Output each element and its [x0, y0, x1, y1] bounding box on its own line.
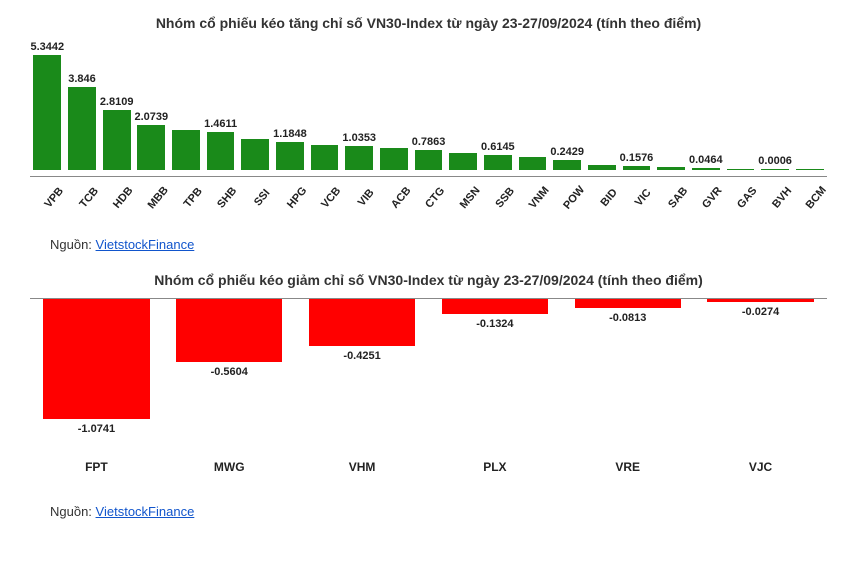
- source-link[interactable]: VietstockFinance: [96, 237, 195, 252]
- bar-col: 0.7863: [411, 136, 446, 170]
- bar-rect: [442, 299, 548, 314]
- bar-value-label: 1.4611: [204, 118, 237, 132]
- bar-rect: [707, 299, 813, 302]
- bar-col: 5.3442: [30, 41, 65, 170]
- source-link[interactable]: VietstockFinance: [96, 504, 195, 519]
- bar-col: 0.0464: [688, 154, 723, 170]
- bar-value-label: 1.0353: [342, 132, 376, 146]
- bar-col: [238, 125, 273, 170]
- bar-value-label: -0.1324: [476, 318, 513, 330]
- bar-rect: [33, 55, 61, 170]
- bar-value-label: -0.5604: [211, 366, 248, 378]
- bar-value-label: 3.846: [68, 73, 96, 87]
- bar-col: [377, 134, 412, 170]
- bar-category-label: FPT: [30, 456, 163, 474]
- bar-col: [792, 155, 827, 170]
- bar-col: -0.4251: [296, 299, 429, 362]
- bar-value-label: 2.0739: [134, 111, 168, 125]
- bar-rect: [137, 125, 165, 170]
- bar-rect: [103, 110, 131, 170]
- bar-value-label: 0.6145: [481, 141, 515, 155]
- bar-value-label: -0.0813: [609, 312, 646, 324]
- bar-rect: [241, 139, 269, 170]
- positive-chart: Nhóm cổ phiếu kéo tăng chỉ số VN30-Index…: [30, 15, 827, 252]
- bar-value-label: -1.0741: [78, 423, 115, 435]
- bar-col: 1.4611: [203, 118, 238, 170]
- bar-rect: [172, 130, 200, 170]
- bar-rect: [68, 87, 96, 170]
- bar-col: 1.0353: [342, 132, 377, 170]
- bar-col: -1.0741: [30, 299, 163, 435]
- bar-col: 2.0739: [134, 111, 169, 170]
- negative-labels-row: FPTMWGVHMPLXVREVJC: [30, 456, 827, 474]
- bar-rect: [207, 132, 235, 170]
- bar-col: 3.846: [65, 73, 100, 170]
- bar-rect: [484, 155, 512, 170]
- bar-rect: [345, 146, 373, 170]
- bar-rect: [311, 145, 339, 170]
- bar-category-label: MWG: [163, 456, 296, 474]
- bar-rect: [276, 142, 304, 170]
- bar-rect: [380, 148, 408, 170]
- bar-col: -0.0274: [694, 299, 827, 318]
- bar-category-label: VHM: [296, 456, 429, 474]
- bar-value-label: -0.0274: [742, 306, 779, 318]
- bar-col: 1.1848: [273, 128, 308, 170]
- bar-category-label: VRE: [561, 456, 694, 474]
- bar-col: 0.6145: [481, 141, 516, 170]
- bar-col: 0.1576: [619, 152, 654, 170]
- bar-category-label: PLX: [428, 456, 561, 474]
- bar-col: [723, 155, 758, 170]
- negative-bars-row: -1.0741 -0.5604 -0.4251 -0.1324 -0.0813 -0.02…: [30, 298, 827, 438]
- bar-col: 0.2429: [550, 146, 585, 170]
- positive-labels-row: VPBTCBHDBMBBTPBSHBSSIHPGVCBVIBACBCTGMSNS…: [30, 176, 827, 207]
- bar-col: [446, 139, 481, 170]
- bar-rect: [43, 299, 149, 419]
- bar-col: -0.1324: [428, 299, 561, 330]
- bar-value-label: 5.3442: [31, 41, 65, 55]
- bar-value-label: 0.0464: [689, 154, 723, 168]
- bar-value-label: 0.2429: [550, 146, 584, 160]
- bar-rect: [519, 157, 547, 170]
- negative-chart: Nhóm cổ phiếu kéo giảm chỉ số VN30-Index…: [30, 272, 827, 519]
- positive-source: Nguồn: VietstockFinance: [50, 237, 827, 252]
- bar-value-label: 0.0006: [758, 155, 792, 169]
- bar-col: -0.5604: [163, 299, 296, 378]
- bar-col: [515, 143, 550, 170]
- source-label: Nguồn:: [50, 237, 92, 252]
- positive-chart-title: Nhóm cổ phiếu kéo tăng chỉ số VN30-Index…: [30, 15, 827, 31]
- bar-value-label: 1.1848: [273, 128, 307, 142]
- bar-col: 2.8109: [99, 96, 134, 170]
- positive-chart-area: 5.3442 3.846 2.81092.0739 1.4611 1.1848 1.035…: [30, 41, 827, 207]
- source-label: Nguồn:: [50, 504, 92, 519]
- bar-rect: [575, 299, 681, 308]
- bar-category-label: BCM: [787, 169, 832, 215]
- negative-source: Nguồn: VietstockFinance: [50, 504, 827, 519]
- bar-rect: [415, 150, 443, 170]
- bar-category-label: VJC: [694, 456, 827, 474]
- bar-col: 0.0006: [758, 155, 793, 170]
- bar-col: [169, 116, 204, 170]
- positive-bars-row: 5.3442 3.846 2.81092.0739 1.4611 1.1848 1.035…: [30, 41, 827, 170]
- bar-rect: [176, 299, 282, 362]
- bar-value-label: 0.1576: [620, 152, 654, 166]
- bar-col: -0.0813: [561, 299, 694, 324]
- bar-value-label: 0.7863: [412, 136, 446, 150]
- bar-col: [307, 131, 342, 170]
- negative-chart-area: -1.0741 -0.5604 -0.4251 -0.1324 -0.0813 -0.02…: [30, 298, 827, 474]
- bar-col: [654, 153, 689, 170]
- bar-rect: [449, 153, 477, 170]
- negative-chart-title: Nhóm cổ phiếu kéo giảm chỉ số VN30-Index…: [30, 272, 827, 288]
- bar-value-label: -0.4251: [343, 350, 380, 362]
- bar-value-label: 2.8109: [100, 96, 134, 110]
- bar-rect: [309, 299, 415, 346]
- bar-col: [585, 151, 620, 170]
